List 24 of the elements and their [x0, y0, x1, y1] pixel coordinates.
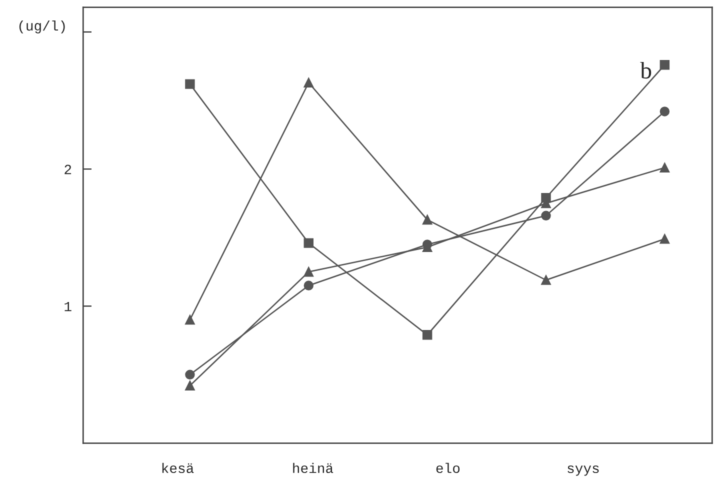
text: kesä	[162, 462, 194, 474]
text: heinä	[293, 462, 334, 474]
point	[422, 330, 432, 340]
point	[541, 275, 551, 285]
point	[304, 266, 314, 277]
point	[304, 280, 314, 290]
point	[304, 78, 314, 88]
point	[660, 162, 670, 173]
point	[185, 79, 195, 89]
point	[660, 234, 670, 244]
point	[185, 314, 195, 325]
point	[660, 60, 670, 70]
annotation: b	[640, 62, 652, 79]
y-tick-label: 2	[64, 164, 72, 174]
text: elo	[436, 462, 460, 474]
y-axis-title: (ug/l)	[19, 20, 65, 34]
point	[422, 214, 432, 225]
point	[185, 370, 195, 380]
y-tick-label: 1	[64, 302, 72, 312]
point	[660, 106, 670, 116]
text: syys	[568, 465, 599, 476]
point	[541, 210, 551, 221]
point	[185, 380, 195, 390]
point	[304, 238, 314, 248]
